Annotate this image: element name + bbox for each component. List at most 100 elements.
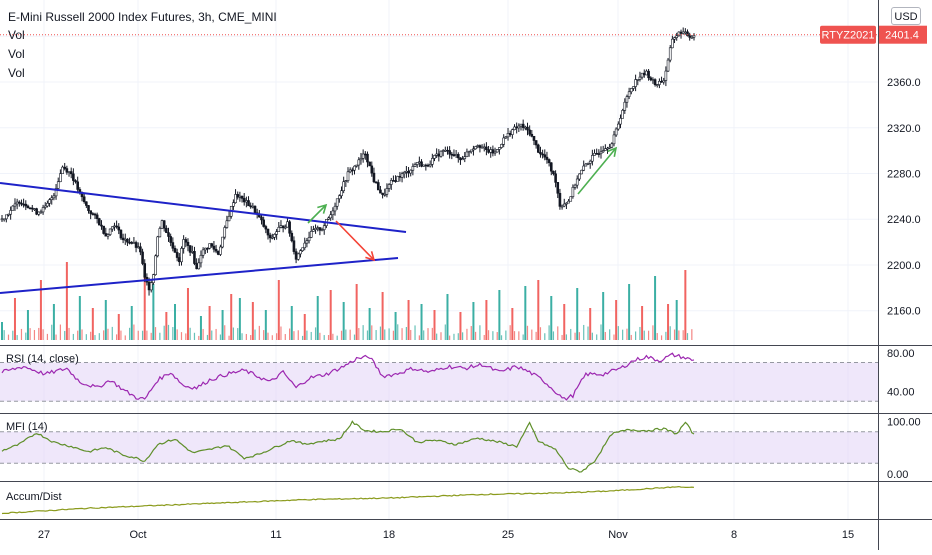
candle-body bbox=[361, 153, 365, 159]
candle-body bbox=[478, 145, 482, 148]
candle-body bbox=[89, 210, 92, 214]
candle-body bbox=[588, 160, 592, 164]
candle-body bbox=[312, 229, 315, 232]
candle-body bbox=[638, 76, 642, 80]
candle-body bbox=[575, 178, 579, 186]
candle-body bbox=[571, 187, 575, 197]
candle-body bbox=[480, 146, 484, 149]
candle-body bbox=[28, 207, 32, 210]
candle-body bbox=[320, 229, 324, 231]
candle-body bbox=[52, 195, 56, 199]
candle-body bbox=[15, 201, 19, 205]
candle-body bbox=[411, 166, 415, 171]
candle-body bbox=[156, 236, 159, 257]
volume-bar bbox=[117, 314, 120, 340]
candle-body bbox=[601, 150, 605, 153]
volume-bar bbox=[440, 332, 442, 340]
volume-label: Vol bbox=[8, 47, 25, 61]
volume-bar bbox=[522, 334, 524, 340]
candle-body bbox=[642, 72, 646, 76]
candle-body bbox=[26, 205, 30, 209]
volume-bar bbox=[104, 300, 107, 340]
candle-body bbox=[645, 70, 648, 76]
candle-body bbox=[85, 201, 88, 206]
volume-bar bbox=[485, 300, 488, 340]
candle-body bbox=[91, 213, 95, 215]
volume-bar bbox=[362, 325, 364, 340]
volume-bar bbox=[303, 314, 306, 340]
volume-bar bbox=[176, 329, 178, 340]
symbol-tag bbox=[820, 25, 876, 44]
volume-bar bbox=[116, 334, 118, 340]
candle-body bbox=[191, 251, 194, 253]
candle-body bbox=[301, 247, 304, 251]
volume-bar bbox=[319, 332, 321, 340]
candle-body bbox=[264, 226, 268, 230]
candle-body bbox=[221, 236, 224, 248]
candle-body bbox=[331, 210, 335, 216]
candle-body bbox=[599, 151, 603, 155]
volume-bar bbox=[656, 333, 658, 340]
candle-body bbox=[43, 205, 47, 208]
candle-body bbox=[363, 153, 367, 156]
candle-body bbox=[281, 225, 285, 229]
volume-bar bbox=[128, 327, 131, 340]
volume-bar bbox=[381, 292, 384, 340]
volume-bar bbox=[245, 333, 247, 340]
volume-bar bbox=[410, 329, 412, 340]
volume-bar bbox=[51, 324, 53, 340]
candle-body bbox=[552, 170, 555, 175]
candle-body bbox=[422, 164, 425, 167]
candle-body bbox=[450, 153, 454, 156]
candle-body bbox=[351, 169, 354, 172]
volume-bar bbox=[622, 329, 624, 340]
volume-bar bbox=[414, 325, 416, 340]
volume-bar bbox=[16, 335, 18, 340]
volume-bar bbox=[678, 330, 680, 340]
candle-body bbox=[266, 228, 270, 236]
candle-body bbox=[623, 101, 627, 111]
candle-body bbox=[534, 140, 538, 146]
candle-body bbox=[649, 77, 653, 80]
candle-body bbox=[273, 234, 276, 238]
candle-body bbox=[247, 200, 250, 207]
indicator-title: RSI (14, close) bbox=[6, 353, 79, 365]
candle-body bbox=[668, 47, 672, 61]
candle-body bbox=[437, 153, 441, 157]
candle-body bbox=[658, 80, 661, 85]
volume-bar bbox=[388, 328, 390, 340]
candle-body bbox=[405, 170, 408, 173]
volume-bar bbox=[630, 334, 632, 340]
volume-bar bbox=[617, 326, 619, 340]
candle-body bbox=[420, 161, 423, 167]
price-axis-tick-label: 2280.0 bbox=[887, 169, 921, 181]
candle-body bbox=[532, 135, 536, 141]
volume-bar bbox=[472, 302, 475, 340]
trendline-upper bbox=[0, 182, 407, 233]
currency-badge[interactable]: USD bbox=[891, 7, 921, 25]
candle-body bbox=[309, 231, 313, 238]
candle-body bbox=[370, 165, 374, 174]
candle-body bbox=[636, 79, 640, 81]
volume-bar bbox=[174, 304, 176, 340]
candle-body bbox=[547, 159, 551, 164]
volume-bar bbox=[628, 284, 631, 340]
candle-body bbox=[387, 184, 391, 189]
volume-label: Vol bbox=[8, 66, 25, 80]
candle-body bbox=[169, 236, 172, 243]
volume-bar bbox=[509, 325, 511, 340]
volume-bar bbox=[172, 327, 174, 340]
candle-body bbox=[402, 172, 406, 175]
candle-body bbox=[558, 192, 562, 207]
candle-body bbox=[653, 79, 657, 86]
volume-bar bbox=[401, 328, 403, 340]
candle-body bbox=[519, 123, 523, 127]
volume-bar bbox=[39, 280, 42, 340]
candle-body bbox=[565, 202, 568, 205]
candle-body bbox=[500, 144, 503, 148]
candle-body bbox=[271, 237, 274, 239]
volume-bar bbox=[103, 330, 105, 340]
time-axis-tick-label: 15 bbox=[842, 529, 854, 541]
candle-body bbox=[253, 205, 257, 214]
